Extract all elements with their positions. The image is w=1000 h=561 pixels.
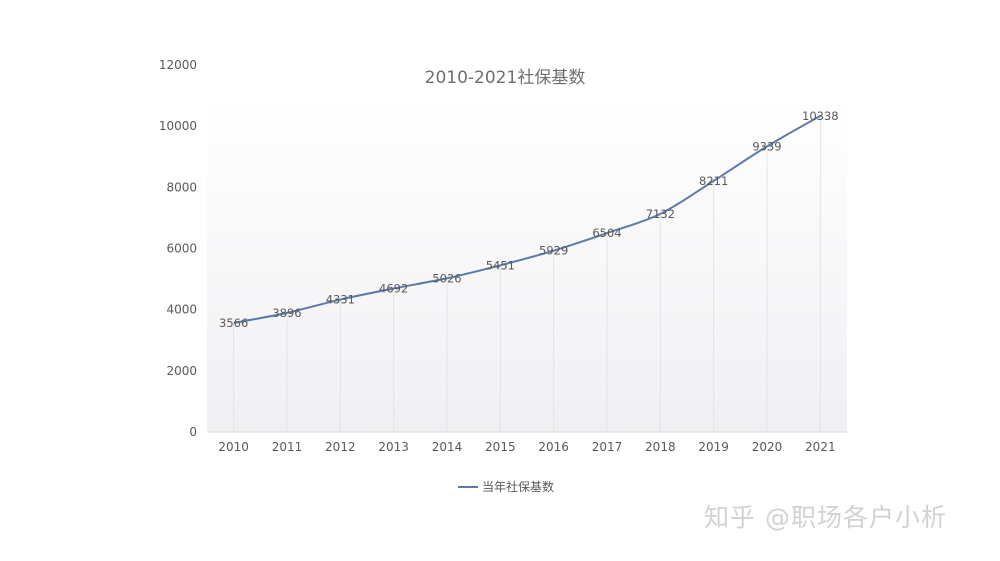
- watermark: 知乎 @职场各户小析: [704, 503, 947, 532]
- y-tick-label: 6000: [166, 242, 197, 256]
- x-tick-label: 2012: [325, 440, 356, 454]
- x-tick-label: 2020: [752, 440, 783, 454]
- x-tick-label: 2019: [698, 440, 729, 454]
- y-tick-label: 10000: [159, 119, 197, 133]
- data-label: 7132: [646, 207, 675, 221]
- data-label: 3566: [219, 316, 248, 330]
- data-label: 6504: [592, 226, 621, 240]
- data-label: 4692: [379, 282, 408, 296]
- legend-entry: 当年社保基数: [482, 479, 554, 494]
- series-line: [233, 114, 821, 324]
- x-tick-label: 2011: [272, 440, 303, 454]
- y-tick-label: 8000: [166, 180, 197, 194]
- x-tick-label: 2014: [432, 440, 463, 454]
- plot-area: [207, 95, 847, 432]
- y-tick-label: 12000: [159, 58, 197, 72]
- data-label: 9339: [752, 139, 781, 153]
- data-label: 5451: [486, 258, 515, 272]
- x-tick-label: 2013: [378, 440, 409, 454]
- x-tick-label: 2021: [805, 440, 836, 454]
- data-label: 4331: [326, 293, 355, 307]
- x-tick-label: 2015: [485, 440, 516, 454]
- x-tick-label: 2016: [538, 440, 569, 454]
- y-tick-label: 4000: [166, 303, 197, 317]
- x-tick-label: 2018: [645, 440, 676, 454]
- legend: 当年社保基数: [458, 479, 554, 494]
- x-tick-label: 2017: [592, 440, 623, 454]
- chart-title: 2010-2021社保基数: [425, 68, 586, 88]
- data-label: 5026: [432, 271, 461, 285]
- data-label: 5929: [539, 244, 568, 258]
- data-label: 8211: [699, 174, 728, 188]
- data-label: 10338: [802, 109, 839, 123]
- y-tick-label: 0: [189, 425, 197, 439]
- data-label: 3896: [272, 306, 301, 320]
- y-tick-label: 2000: [166, 364, 197, 378]
- x-tick-label: 2010: [218, 440, 249, 454]
